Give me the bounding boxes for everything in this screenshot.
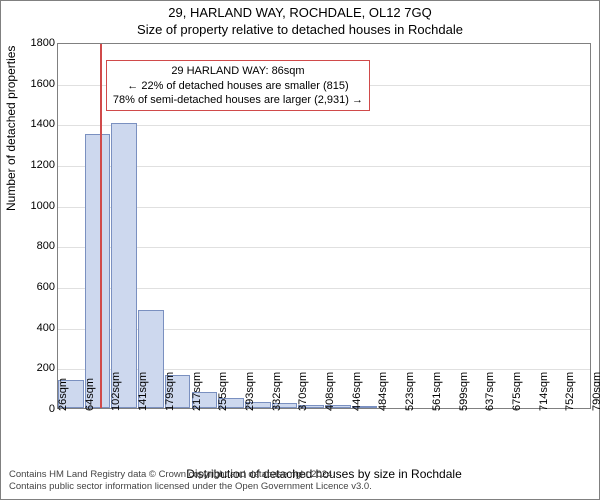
y-axis-label: Number of detached properties [4,46,18,211]
x-tick-label: 408sqm [324,372,336,411]
x-tick-label: 561sqm [431,372,443,411]
annotation-line: ← 22% of detached houses are smaller (81… [113,79,363,93]
plot-area: 29 HARLAND WAY: 86sqm← 22% of detached h… [57,43,591,409]
x-tick-label: 102sqm [110,372,122,411]
chart-container: 29, HARLAND WAY, ROCHDALE, OL12 7GQ Size… [0,0,600,500]
histogram-bar [111,123,137,408]
chart-area: 020040060080010001200140016001800 29 HAR… [57,43,591,409]
x-tick-label: 179sqm [164,372,176,411]
x-tick-label: 599sqm [458,372,470,411]
x-tick-label: 26sqm [57,378,69,411]
y-tick-label: 200 [17,362,55,374]
y-axis: 020040060080010001200140016001800 [17,43,55,409]
histogram-bar [85,134,111,409]
x-tick-label: 141sqm [137,372,149,411]
x-tick-label: 446sqm [351,372,363,411]
x-tick-label: 675sqm [511,372,523,411]
y-tick-label: 800 [17,240,55,252]
x-tick-label: 484sqm [377,372,389,411]
footer-attribution: Contains HM Land Registry data © Crown c… [9,469,372,493]
y-tick-label: 1400 [17,118,55,130]
y-tick-label: 1800 [17,37,55,49]
y-tick-label: 400 [17,322,55,334]
x-tick-label: 255sqm [217,372,229,411]
y-tick-label: 1000 [17,200,55,212]
annotation-line: 78% of semi-detached houses are larger (… [113,93,363,107]
property-marker-line [100,44,102,408]
x-tick-label: 523sqm [404,372,416,411]
x-tick-label: 217sqm [191,372,203,411]
x-tick-label: 293sqm [244,372,256,411]
x-tick-label: 752sqm [564,372,576,411]
annotation-line: 29 HARLAND WAY: 86sqm [113,64,363,78]
page-subtitle: Size of property relative to detached ho… [1,22,599,37]
x-tick-label: 332sqm [271,372,283,411]
y-tick-label: 1200 [17,159,55,171]
y-tick-label: 1600 [17,78,55,90]
headings: 29, HARLAND WAY, ROCHDALE, OL12 7GQ Size… [1,1,599,37]
x-axis: 26sqm64sqm102sqm141sqm179sqm217sqm255sqm… [57,409,591,463]
x-tick-label: 64sqm [84,378,96,411]
y-tick-label: 0 [17,403,55,415]
x-tick-label: 637sqm [484,372,496,411]
x-tick-label: 714sqm [538,372,550,411]
footer-line: Contains public sector information licen… [9,481,372,493]
x-tick-label: 790sqm [591,372,600,411]
y-tick-label: 600 [17,281,55,293]
page-title: 29, HARLAND WAY, ROCHDALE, OL12 7GQ [1,5,599,20]
footer-line: Contains HM Land Registry data © Crown c… [9,469,372,481]
annotation-box: 29 HARLAND WAY: 86sqm← 22% of detached h… [106,60,370,111]
x-tick-label: 370sqm [297,372,309,411]
